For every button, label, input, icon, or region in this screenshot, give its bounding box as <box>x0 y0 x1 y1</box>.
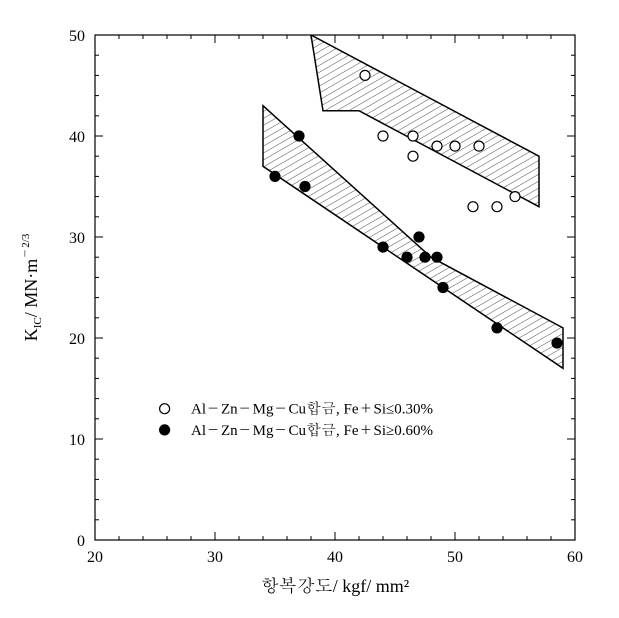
high-FeSi-point <box>414 232 424 242</box>
y-tick-label: 20 <box>69 331 85 348</box>
high-FeSi-point <box>432 252 442 262</box>
low-FeSi-point <box>408 131 418 141</box>
high-FeSi-point <box>378 242 388 252</box>
y-tick-label: 30 <box>69 230 85 247</box>
low-FeSi-point <box>474 141 484 151</box>
legend-marker-high-FeSi <box>160 425 170 435</box>
high-FeSi-point <box>492 323 502 333</box>
x-tick-label: 50 <box>447 549 463 566</box>
x-tick-label: 30 <box>207 549 223 566</box>
high-FeSi-point <box>300 182 310 192</box>
x-tick-label: 60 <box>567 549 583 566</box>
high-FeSi-point <box>420 252 430 262</box>
y-tick-label: 0 <box>77 533 85 550</box>
high-FeSi-point <box>270 171 280 181</box>
low-FeSi-point <box>360 70 370 80</box>
legend-label-low-FeSi: Al－Zn－Mg－Cu합금, Fe＋Si≤0.30% <box>191 401 433 418</box>
chart-container: 20 30 40 50 60 0 10 20 30 40 50 항복강도/ kgf/ mm² KIC/ … <box>0 0 619 618</box>
low-FeSi-point <box>468 202 478 212</box>
x-tick-label: 20 <box>87 549 103 566</box>
high-FeSi-point <box>552 338 562 348</box>
legend-marker-low-FeSi <box>160 404 170 414</box>
y-tick-label: 10 <box>69 432 85 449</box>
x-axis-label: 항복강도/ kgf/ mm² <box>261 576 409 596</box>
y-tick-label: 40 <box>69 129 85 146</box>
high-FeSi-point <box>438 283 448 293</box>
y-tick-label: 50 <box>69 28 85 45</box>
scatter-plot: 20 30 40 50 60 0 10 20 30 40 50 항복강도/ kgf/ mm² KIC/ … <box>0 0 619 618</box>
high-FeSi-point <box>402 252 412 262</box>
legend-label-high-FeSi: Al－Zn－Mg－Cu합금, Fe＋Si≥0.60% <box>191 422 433 439</box>
low-FeSi-point <box>378 131 388 141</box>
low-FeSi-point <box>492 202 502 212</box>
low-FeSi-point <box>510 192 520 202</box>
high-FeSi-point <box>294 131 304 141</box>
low-FeSi-point <box>408 151 418 161</box>
x-tick-label: 40 <box>327 549 343 566</box>
y-axis-label: KIC/ MN·m－2/3 <box>20 233 44 341</box>
low-FeSi-point <box>432 141 442 151</box>
low-FeSi-point <box>450 141 460 151</box>
